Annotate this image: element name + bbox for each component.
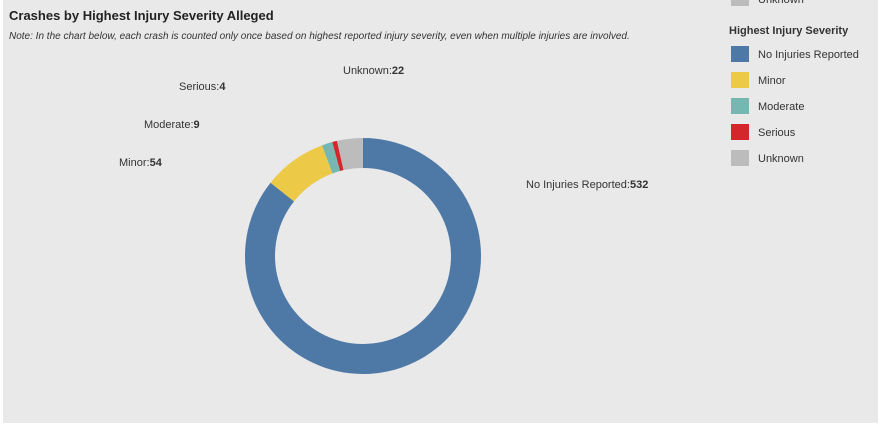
legend-label: Unknown [758,0,804,6]
data-label-separator: : [147,157,150,169]
legend-swatch [731,98,749,114]
data-label-name: Serious [179,81,217,93]
data-label-separator: : [627,179,630,191]
data-label-name: No Injuries Reported [526,179,627,191]
data-label-value: 9 [194,119,200,131]
legend-swatch [731,150,749,166]
data-label: No Injuries Reported:532 [526,179,648,191]
data-label-separator: : [190,119,193,131]
chart-note: Note: In the chart below, each crash is … [9,31,630,42]
data-label-name: Unknown [343,65,389,77]
legend-swatch [731,46,749,62]
legend-label: Moderate [758,101,804,113]
donut-slice [270,145,333,202]
data-label-value: 4 [219,81,226,93]
data-label-value: 22 [392,65,404,77]
data-label: Serious:4 [179,81,226,93]
data-label: Minor:54 [119,157,163,169]
data-label-separator: : [389,65,392,77]
legend-label: No Injuries Reported [758,49,859,61]
data-label-name: Moderate [144,119,190,131]
legend-swatch [731,72,749,88]
legend-label: Serious [758,127,796,139]
chart: Highest Injury Severity No Injuries Repo… [119,0,859,374]
donut-slice [332,140,344,172]
donut-slice [336,138,363,171]
legend-label: Minor [758,75,786,87]
data-label: Unknown:22 [343,65,404,77]
legend-swatch [731,124,749,140]
chart-title: Crashes by Highest Injury Severity Alleg… [9,8,274,23]
legend-label: Unknown [758,153,804,165]
data-label-value: 532 [630,179,648,191]
legend-swatch [731,0,749,6]
legend-title: Highest Injury Severity [729,25,849,37]
data-label: Moderate:9 [144,119,200,131]
chart-panel: Crashes by Highest Injury Severity Alleg… [3,0,878,423]
donut-slice [322,142,341,174]
data-label-separator: : [216,81,219,93]
data-label-name: Minor [119,157,147,169]
data-label-value: 54 [150,157,163,169]
